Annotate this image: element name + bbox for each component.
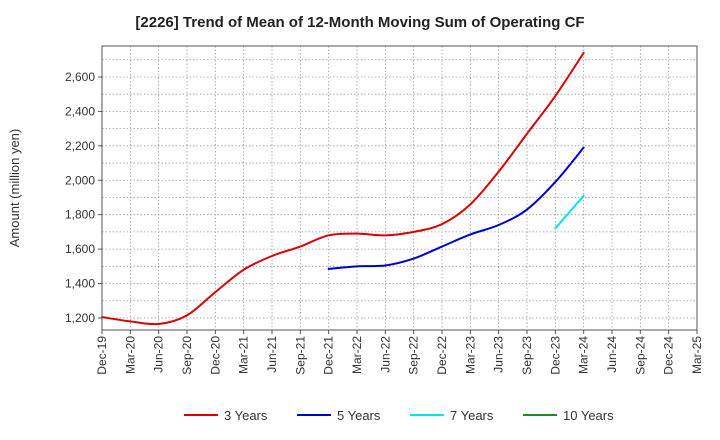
plot-frame	[101, 45, 698, 331]
x-tick-label: Jun-20	[152, 336, 166, 373]
plot-background	[102, 46, 697, 330]
y-tick-label: 2,400	[65, 104, 95, 118]
x-tick-label: Dec-19	[95, 336, 109, 375]
x-tick-label: Jun-24	[605, 336, 619, 373]
x-tick-label: Jun-22	[378, 336, 392, 373]
y-tick-label: 2,600	[65, 70, 95, 84]
x-tick-label: Dec-20	[208, 336, 222, 375]
x-tick-label: Mar-22	[350, 336, 364, 374]
x-tick-label: Sep-21	[293, 336, 307, 375]
y-axis: 1,200 1,400 1,600 1,800 2,000 2,200 2,400 2,600	[65, 70, 102, 325]
y-tick-label: 2,000	[65, 173, 95, 187]
y-tick-label: 1,600	[65, 242, 95, 256]
series-line-7-years	[554, 194, 585, 230]
x-tick-label: Jun-21	[265, 336, 279, 373]
legend: 3 Years 5 Years 7 Years 10 Years	[184, 408, 614, 423]
x-tick-label: Dec-21	[322, 336, 336, 375]
x-tick-label: Dec-22	[435, 336, 449, 375]
x-axis: Dec-19 Mar-20 Jun-20 Sep-20 Dec-20 Mar-21 Jun-…	[95, 330, 704, 375]
x-tick-label: Dec-23	[548, 336, 562, 375]
y-axis-label: Amount (million yen)	[7, 129, 22, 248]
series-line-5-years	[327, 146, 585, 270]
x-tick-label: Sep-24	[633, 336, 647, 375]
y-tick-label: 2,200	[65, 139, 95, 153]
x-tick-label: Sep-22	[407, 336, 421, 375]
series-line-3-years	[101, 51, 585, 326]
series-layer	[101, 51, 585, 326]
x-tick-label: Dec-24	[662, 336, 676, 375]
x-tick-label: Sep-20	[180, 336, 194, 375]
y-tick-label: 1,400	[65, 277, 95, 291]
x-tick-label: Sep-23	[520, 336, 534, 375]
x-tick-label: Mar-20	[123, 336, 137, 374]
y-tick-label: 1,800	[65, 208, 95, 222]
x-tick-label: Mar-21	[237, 336, 251, 374]
x-tick-label: Mar-24	[577, 336, 591, 374]
legend-label-7-years: 7 Years	[450, 408, 494, 423]
legend-label-10-years: 10 Years	[563, 408, 614, 423]
chart-title: [2226] Trend of Mean of 12-Month Moving …	[135, 14, 585, 31]
x-tick-label: Mar-23	[463, 336, 477, 374]
gridlines	[102, 46, 697, 330]
x-tick-label: Jun-23	[492, 336, 506, 373]
y-tick-label: 1,200	[65, 311, 95, 325]
legend-label-3-years: 3 Years	[224, 408, 268, 423]
legend-label-5-years: 5 Years	[337, 408, 381, 423]
x-tick-label: Mar-25	[690, 336, 704, 374]
